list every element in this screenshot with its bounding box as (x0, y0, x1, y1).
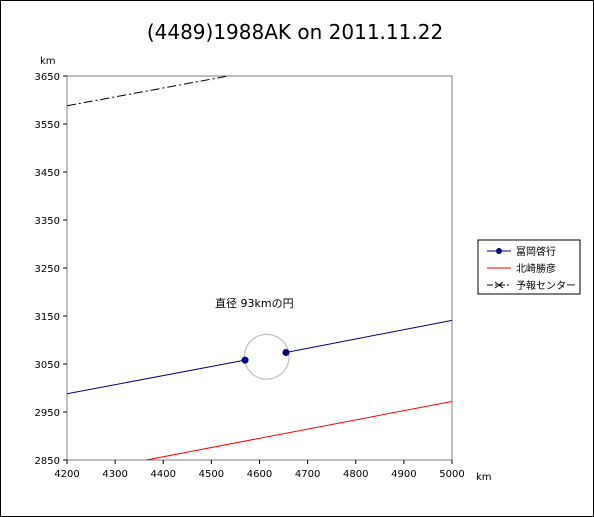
legend-label: 予報センター (516, 280, 576, 292)
series-line (67, 76, 229, 107)
legend-label: 冨岡啓行 (516, 245, 556, 258)
x-tick-label: 4700 (295, 469, 320, 480)
y-tick-label: 3050 (35, 360, 60, 371)
x-tick-label: 4500 (199, 469, 224, 480)
y-tick-label: 3450 (35, 168, 60, 179)
series-point (282, 348, 290, 356)
plot-area: 4200 4300 4400 4500 4600 4700 4800 4900 5000 2850… (35, 72, 465, 480)
y-axis-unit: km (40, 56, 56, 67)
x-tick-label: 4300 (102, 469, 127, 480)
series-point (241, 356, 249, 364)
y-tick-label: 3250 (35, 264, 60, 275)
y-tick-label: 2950 (35, 408, 60, 419)
y-tick-label: 3150 (35, 312, 60, 323)
x-tick-label: 5000 (439, 469, 464, 480)
legend-label: 北崎勝彦 (516, 262, 556, 275)
x-tick-label: 4800 (343, 469, 368, 480)
chart-title: (4489)1988AK on 2011.11.22 (147, 20, 443, 44)
y-tick-label: 3550 (35, 120, 60, 131)
legend-marker (494, 281, 504, 289)
plot-border (66, 75, 453, 461)
y-tick-label: 3350 (35, 216, 60, 227)
series-line (285, 319, 452, 353)
y-tick-label: 2850 (35, 456, 60, 467)
y-tick-label: 3650 (35, 72, 60, 83)
circle-annotation: 直径 93kmの円 (215, 296, 294, 310)
x-tick-label: 4200 (54, 469, 79, 480)
plot-series-layer (67, 76, 452, 460)
x-tick-label: 4600 (247, 469, 272, 480)
series-line (146, 400, 452, 460)
x-tick-label: 4900 (391, 469, 416, 480)
x-axis-unit: km (476, 472, 492, 483)
legend-marker (496, 248, 502, 254)
series-line (67, 359, 246, 395)
x-tick-label: 4400 (151, 469, 176, 480)
